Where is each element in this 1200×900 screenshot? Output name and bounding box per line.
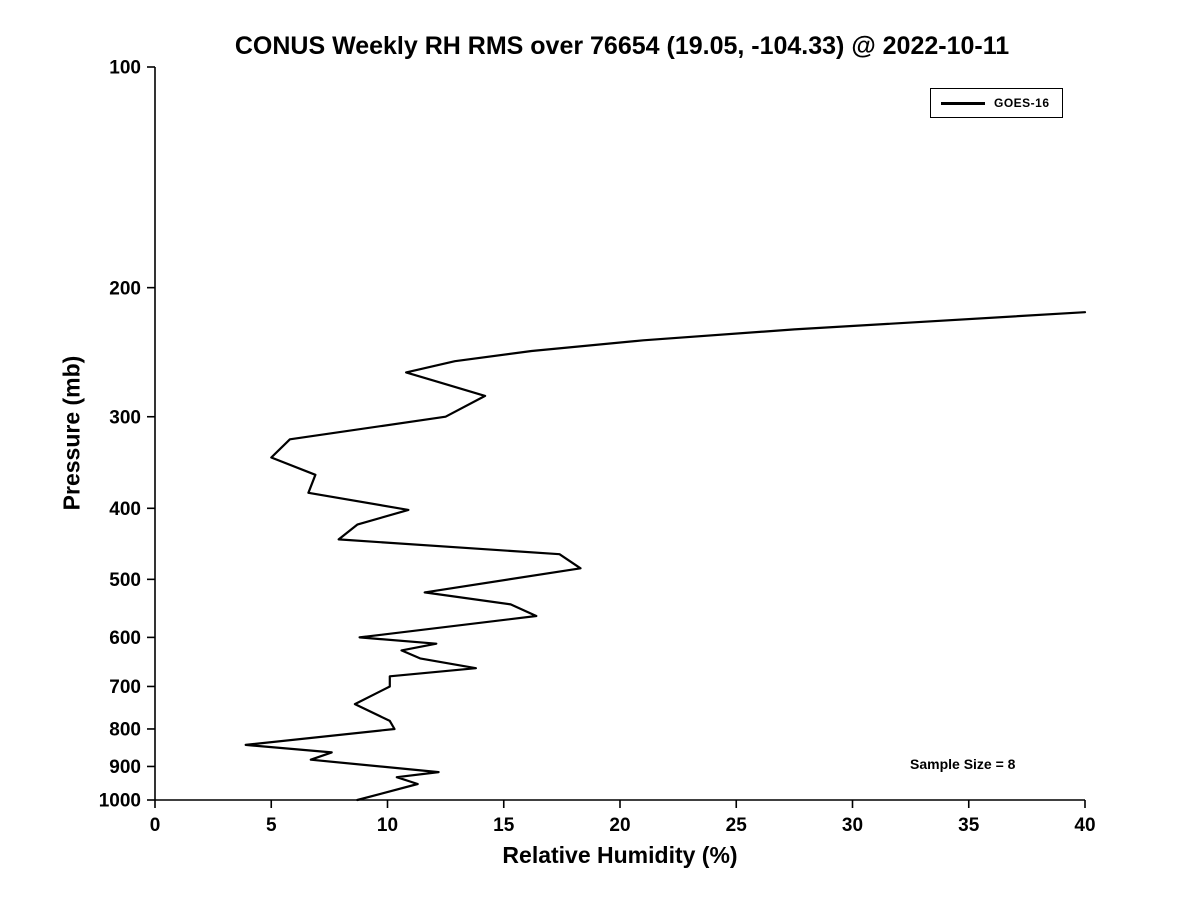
legend-series-label: GOES-16	[994, 96, 1050, 110]
x-tick-label: 25	[726, 815, 748, 836]
data-line-goes-16	[244, 311, 1087, 802]
x-tick-label: 15	[493, 815, 515, 836]
x-tick-label: 35	[958, 815, 980, 836]
x-tick-label: 5	[266, 815, 277, 836]
y-tick-label: 800	[109, 720, 141, 741]
legend-line-sample	[941, 101, 985, 105]
y-tick-label: 1000	[99, 791, 141, 812]
chart-title: CONUS Weekly RH RMS over 76654 (19.05, -…	[234, 32, 1010, 60]
y-tick-label: 500	[109, 570, 141, 591]
sample-size-annotation: Sample Size = 8	[910, 756, 1016, 772]
x-axis-label: Relative Humidity (%)	[502, 842, 738, 868]
x-tick-label: 10	[377, 815, 398, 836]
y-tick-label: 900	[109, 757, 141, 778]
y-tick-label: 700	[109, 677, 141, 698]
y-tick-label: 100	[109, 58, 141, 79]
x-tick-label: 30	[842, 815, 863, 836]
y-tick-label: 300	[109, 407, 141, 428]
x-tick-label: 20	[609, 815, 630, 836]
x-tick-label: 0	[150, 815, 161, 836]
x-tick-label: 40	[1074, 815, 1095, 836]
legend: GOES-16	[930, 88, 1063, 118]
y-tick-label: 400	[109, 499, 141, 520]
y-tick-label: 600	[109, 628, 141, 649]
y-tick-label: 200	[109, 278, 141, 299]
